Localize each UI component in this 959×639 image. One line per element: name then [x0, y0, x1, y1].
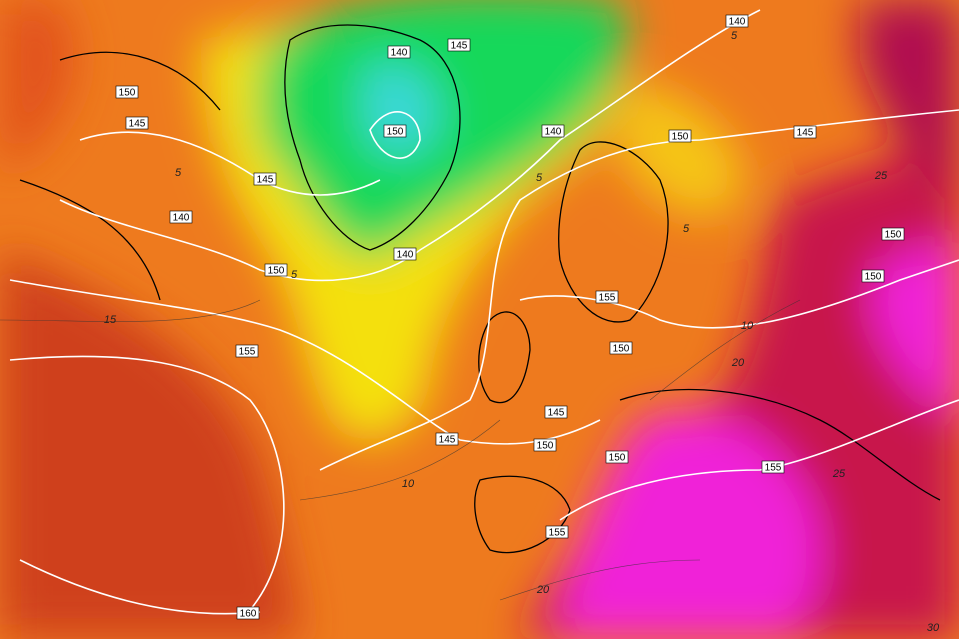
- label-box: [605, 450, 629, 464]
- temperature-label: 10: [741, 320, 754, 332]
- height-label: 140: [173, 213, 190, 224]
- height-label: 140: [391, 48, 408, 59]
- coastlines: [19, 24, 941, 554]
- label-box: [544, 405, 568, 419]
- height-label: 145: [257, 175, 274, 186]
- label-box: [609, 341, 633, 355]
- height-label: 155: [599, 293, 616, 304]
- height-label: 155: [239, 347, 256, 358]
- temperature-label: 5: [536, 172, 543, 184]
- label-box: [533, 438, 557, 452]
- temperature-label: 20: [731, 357, 745, 369]
- height-label: 140: [729, 17, 746, 28]
- height-label: 150: [865, 272, 882, 283]
- label-box: [541, 124, 565, 138]
- height-label: 140: [545, 127, 562, 138]
- label-box: [387, 45, 411, 59]
- height-label: 150: [537, 441, 554, 452]
- height-label: 150: [885, 230, 902, 241]
- height-label: 150: [672, 132, 689, 143]
- height-label: 155: [765, 463, 782, 474]
- label-box: [861, 269, 885, 283]
- temperature-label: 5: [683, 223, 690, 235]
- label-box: [169, 210, 193, 224]
- label-box: [253, 172, 277, 186]
- temperature-label: 25: [874, 170, 888, 182]
- height-label: 155: [549, 528, 566, 539]
- temperature-label: 5: [731, 30, 738, 42]
- height-label: 150: [609, 453, 626, 464]
- label-box: [881, 227, 905, 241]
- temperature-label: 25: [832, 468, 846, 480]
- height-label: 145: [548, 408, 565, 419]
- label-box: [793, 125, 817, 139]
- label-box: [668, 129, 692, 143]
- temperature-label: 10: [402, 478, 415, 490]
- contour-labels: 140 145 140 150 145 150 140 150 145 145 140 150 140 1…: [104, 14, 940, 634]
- height-label: 150: [387, 127, 404, 138]
- temperature-label: 15: [104, 314, 117, 326]
- label-box: [383, 124, 407, 138]
- height-label: 140: [397, 250, 414, 261]
- height-label: 150: [268, 266, 285, 277]
- temperature-label: 20: [536, 584, 550, 596]
- temperature-label: 30: [927, 622, 940, 634]
- label-box: [236, 606, 260, 620]
- label-box: [725, 14, 749, 28]
- height-label: 145: [439, 435, 456, 446]
- temperature-label: 5: [291, 269, 298, 281]
- label-box: [115, 85, 139, 99]
- label-box: [435, 432, 459, 446]
- height-label: 145: [451, 41, 468, 52]
- temperature-label: 5: [175, 167, 182, 179]
- height-label: 145: [129, 119, 146, 130]
- label-box: [595, 290, 619, 304]
- label-box: [447, 38, 471, 52]
- height-label: 150: [613, 344, 630, 355]
- label-box: [235, 344, 259, 358]
- height-label: 145: [797, 128, 814, 139]
- label-box: [264, 263, 288, 277]
- temperature-contours: [0, 299, 801, 601]
- height-label: 150: [119, 88, 136, 99]
- label-box: [545, 525, 569, 539]
- label-box: [125, 116, 149, 130]
- label-box: [393, 247, 417, 261]
- height-label: 160: [240, 609, 257, 620]
- label-box: [761, 460, 785, 474]
